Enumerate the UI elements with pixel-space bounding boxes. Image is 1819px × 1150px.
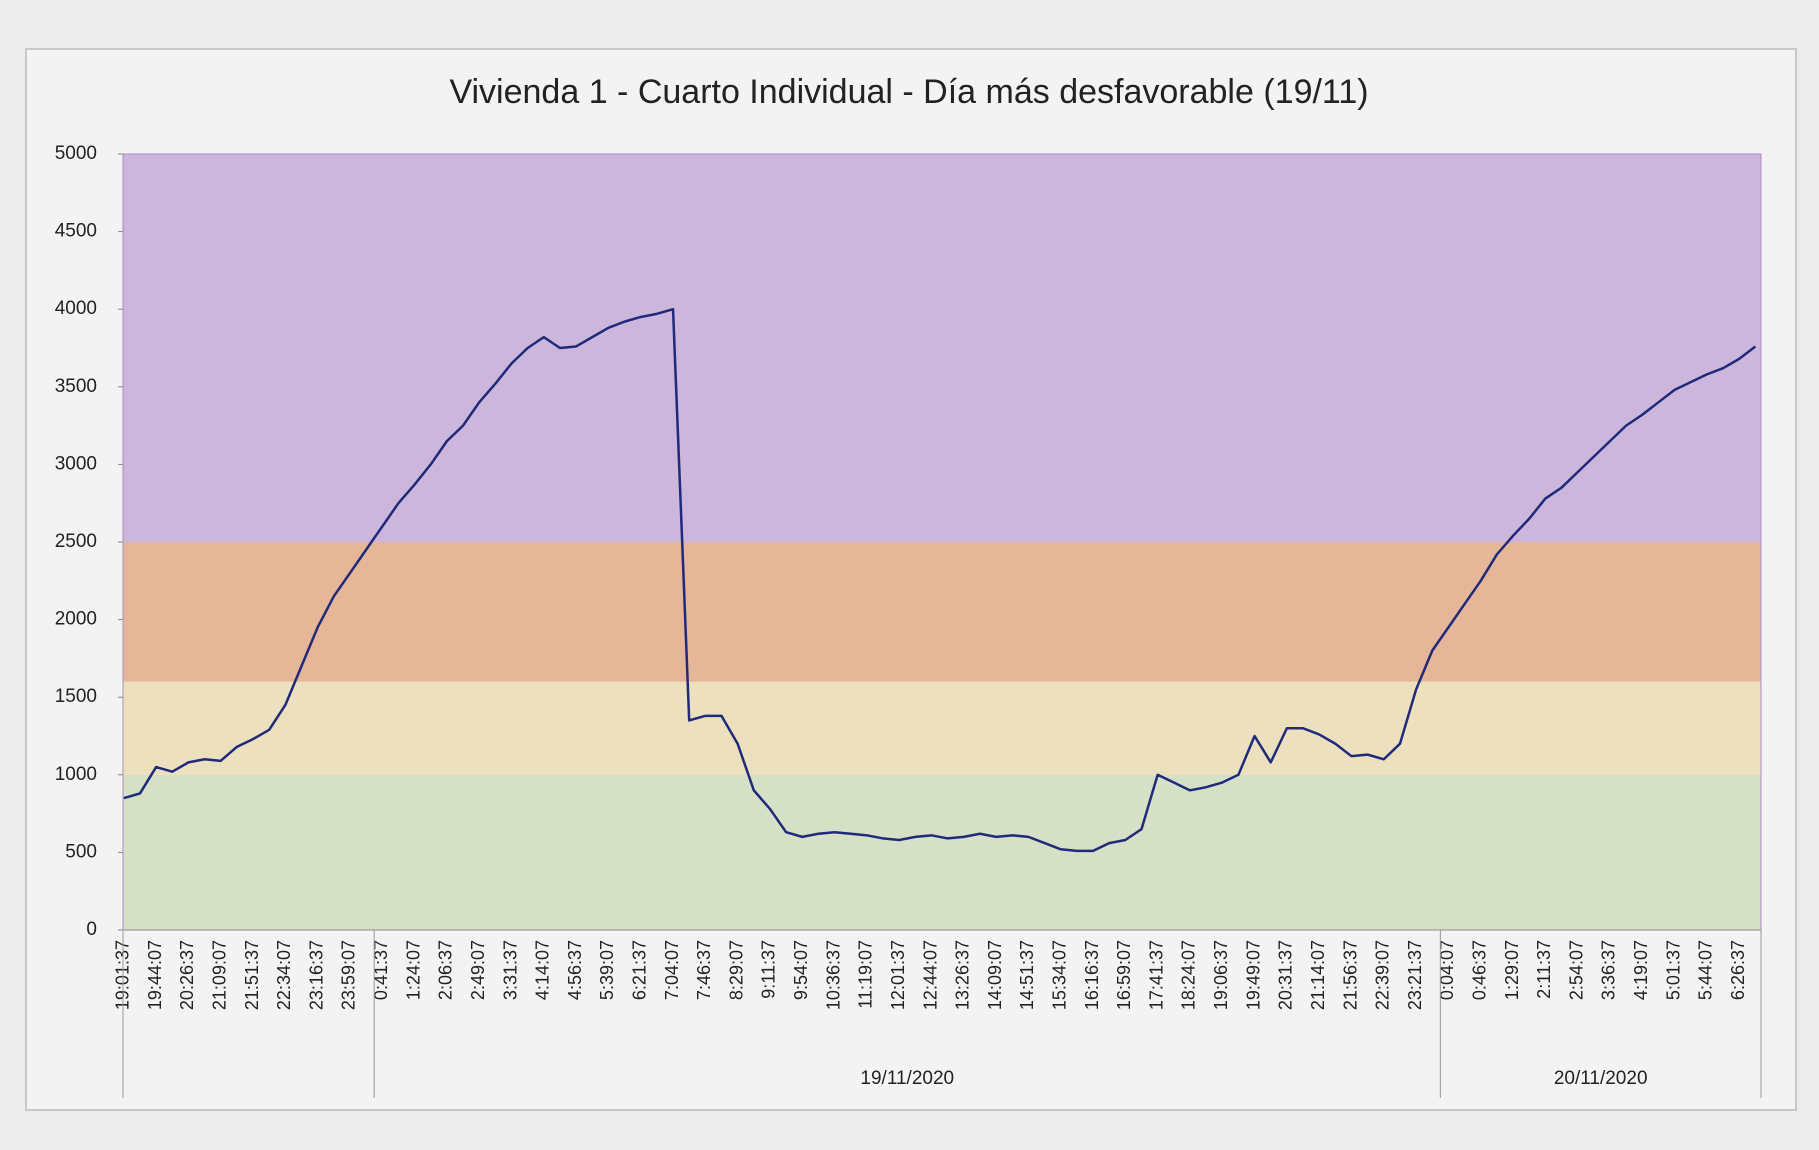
y-tick-label: 5000 — [55, 143, 97, 164]
x-tick-label: 21:14:07 — [1308, 940, 1328, 1010]
value-band — [123, 774, 1761, 930]
x-tick-label: 3:31:37 — [500, 940, 520, 1000]
x-tick-label: 10:36:37 — [823, 940, 843, 1010]
x-tick-label: 2:49:07 — [468, 940, 488, 1000]
x-tick-label: 8:29:07 — [726, 940, 746, 1000]
x-tick-label: 23:21:37 — [1405, 940, 1425, 1010]
x-group-label: 19/11/2020 — [860, 1068, 954, 1089]
value-band — [123, 542, 1761, 682]
y-tick-label: 2500 — [55, 531, 97, 552]
x-tick-label: 21:56:37 — [1340, 940, 1360, 1010]
x-tick-label: 23:59:07 — [339, 940, 359, 1010]
x-tick-label: 5:44:07 — [1696, 940, 1716, 1000]
x-tick-label: 11:19:07 — [856, 940, 876, 1009]
x-tick-label: 14:09:07 — [985, 940, 1005, 1010]
y-tick-label: 0 — [86, 919, 97, 940]
x-tick-label: 5:01:37 — [1663, 940, 1683, 1000]
x-tick-label: 0:41:37 — [371, 940, 391, 1000]
value-band — [123, 154, 1761, 542]
y-tick-label: 3000 — [55, 453, 97, 474]
x-tick-label: 22:39:07 — [1373, 940, 1393, 1010]
x-tick-label: 1:29:07 — [1502, 940, 1522, 1000]
x-tick-label: 22:34:07 — [274, 940, 294, 1010]
x-tick-label: 4:14:07 — [533, 940, 553, 1000]
x-tick-label: 17:41:37 — [1146, 940, 1166, 1010]
x-tick-label: 19:49:07 — [1243, 940, 1263, 1010]
x-tick-label: 19:44:07 — [145, 940, 165, 1010]
x-tick-label: 5:39:07 — [597, 940, 617, 1000]
x-tick-label: 6:26:37 — [1728, 940, 1748, 1000]
x-tick-label: 19:06:37 — [1211, 940, 1231, 1010]
x-tick-label: 14:51:37 — [1017, 940, 1037, 1010]
x-tick-label: 16:59:07 — [1114, 940, 1134, 1010]
y-tick-label: 2000 — [55, 609, 97, 630]
y-tick-label: 500 — [65, 841, 97, 862]
y-tick-label: 1000 — [55, 764, 97, 785]
y-tick-label: 1500 — [55, 686, 97, 707]
x-tick-label: 9:54:07 — [791, 940, 811, 1000]
x-tick-label: 13:26:37 — [953, 940, 973, 1010]
x-tick-label: 16:16:37 — [1082, 940, 1102, 1010]
x-tick-label: 21:51:37 — [242, 940, 262, 1010]
x-group-label: 20/11/2020 — [1554, 1068, 1648, 1089]
x-tick-label: 15:34:07 — [1049, 940, 1069, 1010]
y-tick-label: 4500 — [55, 221, 97, 242]
x-tick-label: 2:54:07 — [1566, 940, 1586, 1000]
x-tick-label: 20:31:37 — [1276, 940, 1296, 1010]
x-tick-label: 9:11:37 — [759, 940, 779, 999]
x-tick-label: 21:09:07 — [209, 940, 229, 1010]
x-tick-label: 7:04:07 — [662, 940, 682, 1000]
x-tick-label: 18:24:07 — [1179, 940, 1199, 1010]
data-line — [123, 307, 1757, 853]
x-tick-label: 23:16:37 — [306, 940, 326, 1010]
x-tick-label: 2:06:37 — [436, 940, 456, 1000]
x-tick-label: 20:26:37 — [177, 940, 197, 1010]
chart-title: Vivienda 1 - Cuarto Individual - Día más… — [449, 73, 1368, 111]
x-tick-label: 4:56:37 — [565, 940, 585, 1000]
x-tick-label: 0:04:07 — [1437, 940, 1457, 1000]
x-tick-label: 7:46:37 — [694, 940, 714, 1000]
value-band — [123, 681, 1761, 775]
y-tick-label: 4000 — [55, 298, 97, 319]
x-tick-label: 3:36:37 — [1599, 940, 1619, 1000]
y-tick-label: 3500 — [55, 376, 97, 397]
x-tick-label: 6:21:37 — [629, 940, 649, 1000]
x-tick-label: 0:46:37 — [1469, 940, 1489, 1000]
x-tick-label: 4:19:07 — [1631, 940, 1651, 1000]
x-tick-label: 12:44:07 — [920, 940, 940, 1010]
x-tick-label: 2:11:37 — [1534, 940, 1554, 999]
x-tick-label: 1:24:07 — [403, 940, 423, 1000]
x-tick-label: 12:01:37 — [888, 940, 908, 1010]
